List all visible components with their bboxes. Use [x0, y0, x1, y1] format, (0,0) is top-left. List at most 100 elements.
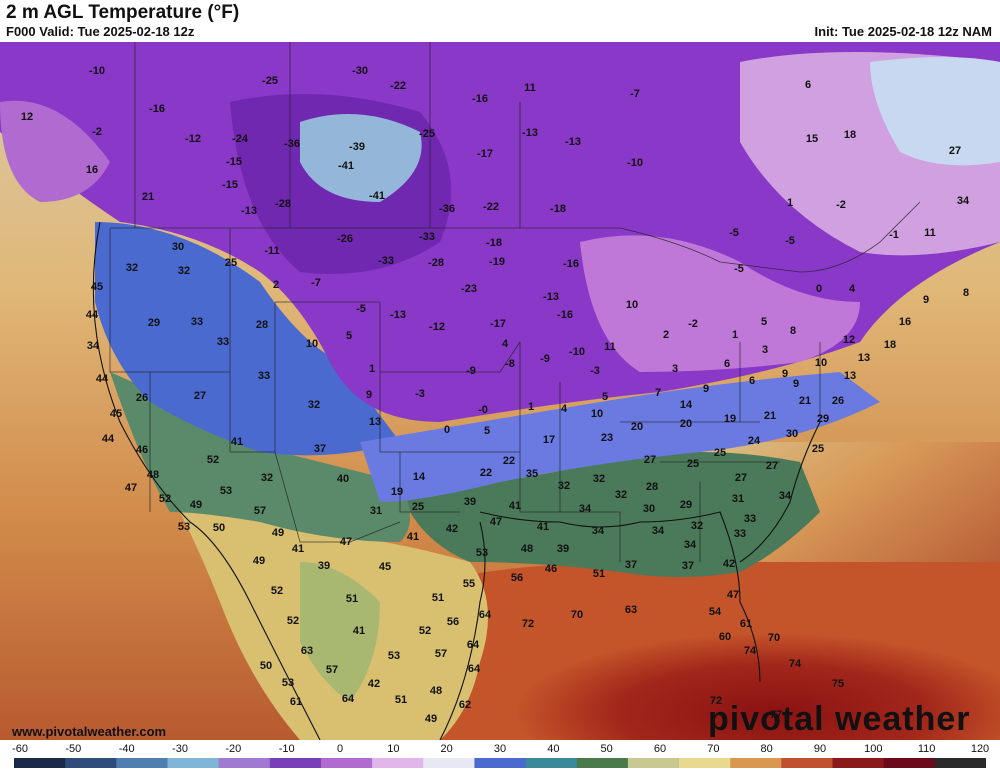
colorbar-segment — [576, 758, 629, 768]
temp-label: 53 — [178, 521, 190, 533]
temp-label: 37 — [682, 560, 694, 572]
temp-label: 53 — [388, 650, 400, 662]
temp-label: 5 — [602, 391, 608, 403]
colorbar-segment — [218, 758, 271, 768]
temp-label: 37 — [314, 443, 326, 455]
temp-label: 18 — [884, 339, 896, 351]
temp-label: 41 — [537, 521, 549, 533]
temp-label: 14 — [680, 399, 693, 411]
temp-label: 56 — [511, 572, 523, 584]
temp-label: -5 — [734, 263, 744, 275]
temp-label: 50 — [260, 660, 272, 672]
temp-label: -13 — [241, 205, 257, 217]
temp-label: 27 — [949, 145, 961, 157]
temp-label: 41 — [353, 625, 365, 637]
temp-label: 49 — [253, 555, 265, 567]
great-lakes-band — [580, 235, 860, 372]
temp-label: 21 — [799, 395, 811, 407]
colorbar-tick: 110 — [917, 743, 936, 755]
temp-label: 51 — [593, 568, 605, 580]
temp-label: 53 — [476, 547, 488, 559]
temp-label: 0 — [816, 283, 822, 295]
temp-label: 42 — [446, 523, 458, 535]
temp-label: 3 — [762, 344, 768, 356]
temp-label: 22 — [480, 467, 492, 479]
temp-label: 32 — [615, 489, 627, 501]
temp-label: 49 — [425, 713, 437, 725]
temp-label: 16 — [899, 316, 911, 328]
temp-label: 56 — [447, 616, 459, 628]
colorbar-tick: -60 — [12, 743, 28, 755]
western-cold-zone — [95, 222, 400, 456]
temp-label: -5 — [729, 227, 739, 239]
temp-label: 16 — [86, 164, 98, 176]
site-url[interactable]: www.pivotalweather.com — [12, 724, 167, 739]
temp-label: 22 — [503, 455, 515, 467]
temp-label: 30 — [786, 428, 798, 440]
temp-label: 19 — [724, 413, 736, 425]
temp-label: 50 — [213, 522, 225, 534]
temp-label: -17 — [490, 318, 506, 330]
temp-label: 48 — [147, 469, 159, 481]
temp-label: 63 — [625, 604, 637, 616]
temp-label: 48 — [521, 543, 533, 555]
temp-label: 44 — [102, 433, 115, 445]
temp-label: -26 — [337, 233, 353, 245]
temp-label: -15 — [222, 179, 238, 191]
temp-label: 39 — [464, 496, 476, 508]
temp-label: 3 — [672, 363, 678, 375]
temp-label: 10 — [306, 338, 318, 350]
temp-label: 19 — [391, 486, 403, 498]
colorbar-tick: 0 — [336, 743, 344, 755]
temp-label: 7 — [655, 387, 661, 399]
temp-label: 8 — [963, 287, 969, 299]
temp-label: -33 — [419, 231, 435, 243]
temp-label: 5 — [484, 425, 490, 437]
temp-label: 74 — [789, 658, 802, 670]
temp-label: 5 — [346, 330, 352, 342]
temp-label: 21 — [142, 191, 154, 203]
temp-label: 21 — [764, 410, 776, 422]
init-time: Init: Tue 2025-02-18 12z NAM — [814, 24, 992, 39]
temp-label: 17 — [543, 434, 555, 446]
temp-label: 32 — [691, 520, 703, 532]
temp-label: -3 — [590, 365, 600, 377]
temp-label: 46 — [545, 563, 557, 575]
temp-label: 32 — [261, 472, 273, 484]
temp-label: -22 — [483, 201, 499, 213]
temp-label: 27 — [766, 460, 778, 472]
colorbar-tick: -10 — [278, 743, 295, 755]
colorbar-segment — [320, 758, 373, 768]
temp-label: 53 — [282, 677, 294, 689]
temp-label: 34 — [779, 490, 792, 502]
temp-label: 57 — [326, 664, 338, 676]
temp-label: 47 — [125, 482, 137, 494]
temp-label: 70 — [571, 609, 583, 621]
temp-label: 64 — [467, 639, 480, 651]
temp-label: -25 — [262, 75, 278, 87]
temp-label: -25 — [419, 128, 435, 140]
temp-label: -18 — [550, 203, 566, 215]
colorbar-segment — [65, 758, 117, 768]
temp-label: 25 — [714, 447, 726, 459]
temp-label: 1 — [732, 329, 738, 341]
temp-label: 9 — [366, 389, 372, 401]
temp-label: -9 — [466, 365, 476, 377]
temp-label: 9 — [793, 378, 799, 390]
temp-label: 33 — [734, 528, 746, 540]
temp-label: 28 — [646, 481, 658, 493]
temp-label: -0 — [478, 404, 488, 416]
temp-label: 32 — [308, 399, 320, 411]
temp-label: 39 — [318, 560, 330, 572]
colorbar-segment — [167, 758, 220, 768]
temp-label: -22 — [390, 80, 406, 92]
temp-label: -1 — [889, 229, 899, 241]
temp-label: 31 — [370, 505, 382, 517]
temp-label: -36 — [284, 138, 300, 150]
temp-label: 34 — [652, 525, 665, 537]
temp-label: 51 — [432, 592, 444, 604]
temp-label: 28 — [256, 319, 268, 331]
temp-label: 35 — [526, 468, 538, 480]
temp-label: 11 — [924, 227, 936, 239]
